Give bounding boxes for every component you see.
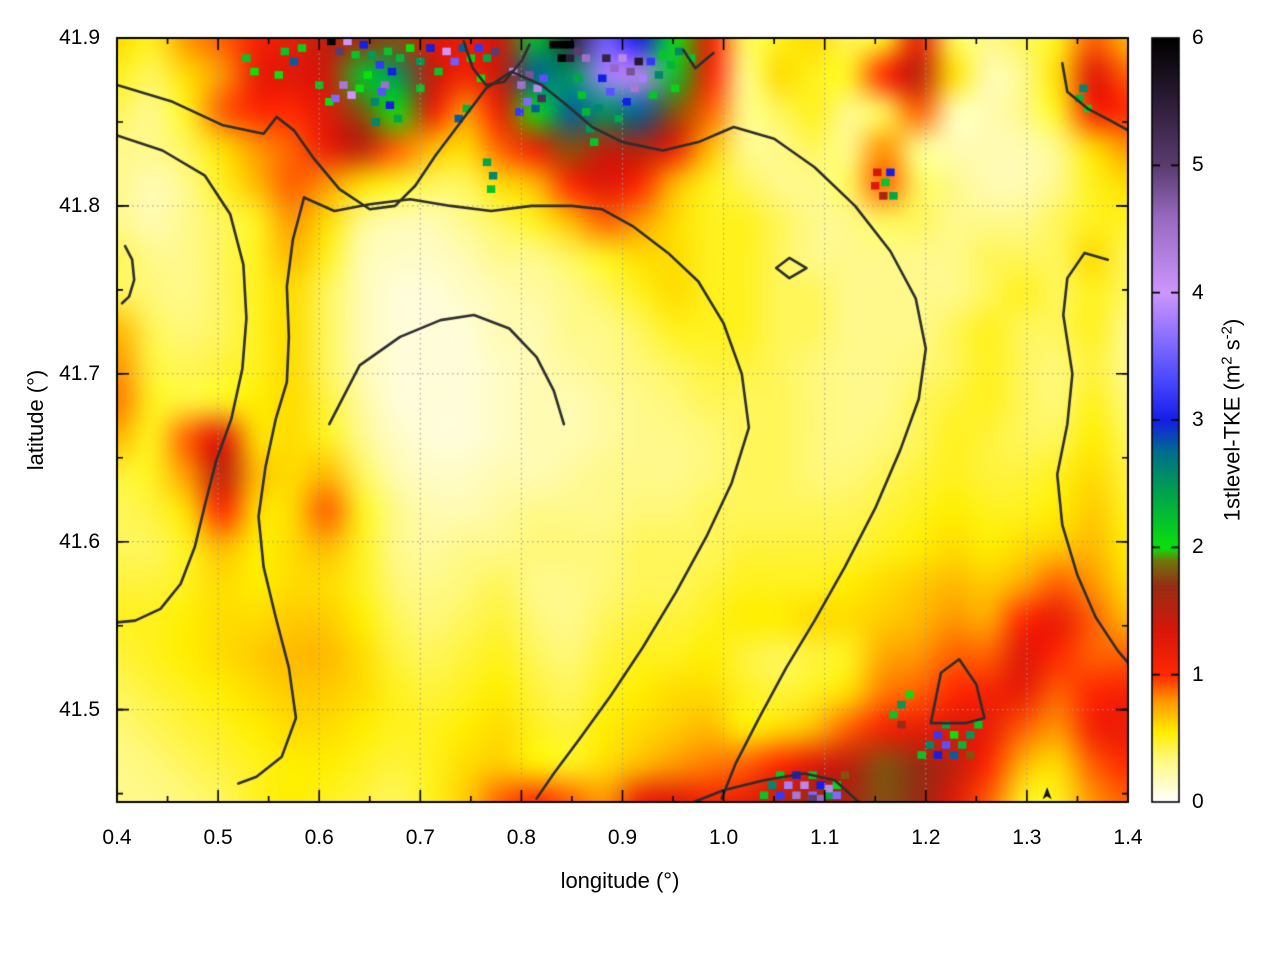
x-tick-label: 1.4 (1113, 826, 1143, 849)
y-tick-label: 41.9 (59, 26, 100, 49)
colorbar-tick-label: 3 (1192, 408, 1204, 431)
colorbar-title-mid: s (1219, 339, 1245, 357)
colorbar-tick-label: 2 (1192, 535, 1204, 559)
x-tick-label: 1.2 (911, 826, 941, 849)
y-tick-label: 41.8 (59, 193, 100, 217)
x-tick-label: 1.1 (810, 826, 840, 849)
colorbar-tick-label: 6 (1192, 26, 1204, 49)
x-tick-label: 0.8 (506, 826, 536, 849)
y-tick-label: 41.5 (59, 697, 100, 721)
y-tick-label: 41.6 (59, 529, 100, 553)
colorbar-title: 1stlevel-TKE (m2 s-2) (1218, 319, 1245, 522)
colorbar-title-suffix: ) (1219, 318, 1245, 327)
y-tick-label: 41.7 (59, 361, 100, 385)
x-tick-label: 1.3 (1012, 826, 1042, 849)
colorbar-tick-label: 4 (1192, 280, 1204, 304)
colorbar-tick-label: 1 (1192, 662, 1204, 686)
x-tick-label: 0.5 (203, 826, 233, 849)
x-tick-label: 0.6 (304, 826, 334, 849)
colorbar-title-prefix: 1stlevel-TKE (m (1219, 364, 1245, 522)
x-tick-label: 0.7 (405, 826, 435, 849)
x-tick-label: 0.9 (607, 826, 638, 849)
x-tick-label: 0.4 (102, 826, 132, 849)
x-axis-title: longitude (°) (560, 868, 680, 893)
x-tick-label: 1.0 (708, 826, 739, 849)
colorbar-tick-label: 0 (1192, 790, 1204, 813)
colorbar-tick-label: 5 (1192, 153, 1204, 177)
colorbar-title-sup-s: -2 (1218, 326, 1236, 340)
colorbar-title-sup-m: 2 (1218, 356, 1236, 365)
